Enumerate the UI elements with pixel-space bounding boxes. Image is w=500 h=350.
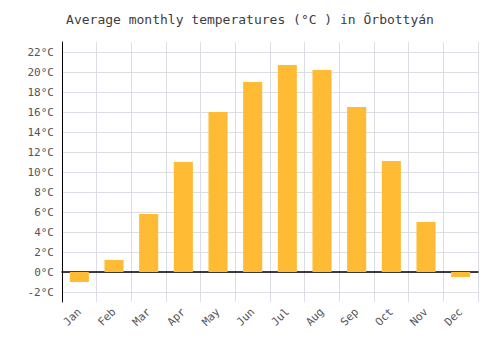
- svg-text:Nov: Nov: [407, 305, 430, 328]
- svg-text:14°C: 14°C: [28, 126, 55, 139]
- svg-text:Mar: Mar: [130, 305, 153, 328]
- svg-text:0°C: 0°C: [34, 266, 54, 279]
- svg-text:May: May: [199, 305, 222, 328]
- svg-text:Oct: Oct: [373, 305, 396, 328]
- svg-text:8°C: 8°C: [34, 186, 54, 199]
- svg-text:16°C: 16°C: [28, 106, 55, 119]
- svg-text:Jan: Jan: [61, 305, 84, 328]
- svg-text:Sep: Sep: [338, 305, 361, 328]
- svg-text:Feb: Feb: [95, 305, 118, 328]
- svg-text:Jul: Jul: [269, 305, 292, 328]
- svg-text:Average monthly temperatures (: Average monthly temperatures (°C ) in Őr…: [66, 12, 434, 27]
- svg-text:10°C: 10°C: [28, 166, 55, 179]
- svg-text:2°C: 2°C: [34, 246, 54, 259]
- svg-text:Aug: Aug: [303, 305, 326, 328]
- svg-text:12°C: 12°C: [28, 146, 55, 159]
- svg-text:-2°C: -2°C: [28, 286, 55, 299]
- svg-text:Dec: Dec: [442, 305, 465, 328]
- svg-text:Jun: Jun: [234, 305, 257, 328]
- svg-text:22°C: 22°C: [28, 46, 55, 59]
- svg-text:6°C: 6°C: [34, 206, 54, 219]
- svg-text:18°C: 18°C: [28, 86, 55, 99]
- svg-text:4°C: 4°C: [34, 226, 54, 239]
- svg-text:Apr: Apr: [165, 305, 188, 328]
- svg-text:20°C: 20°C: [28, 66, 55, 79]
